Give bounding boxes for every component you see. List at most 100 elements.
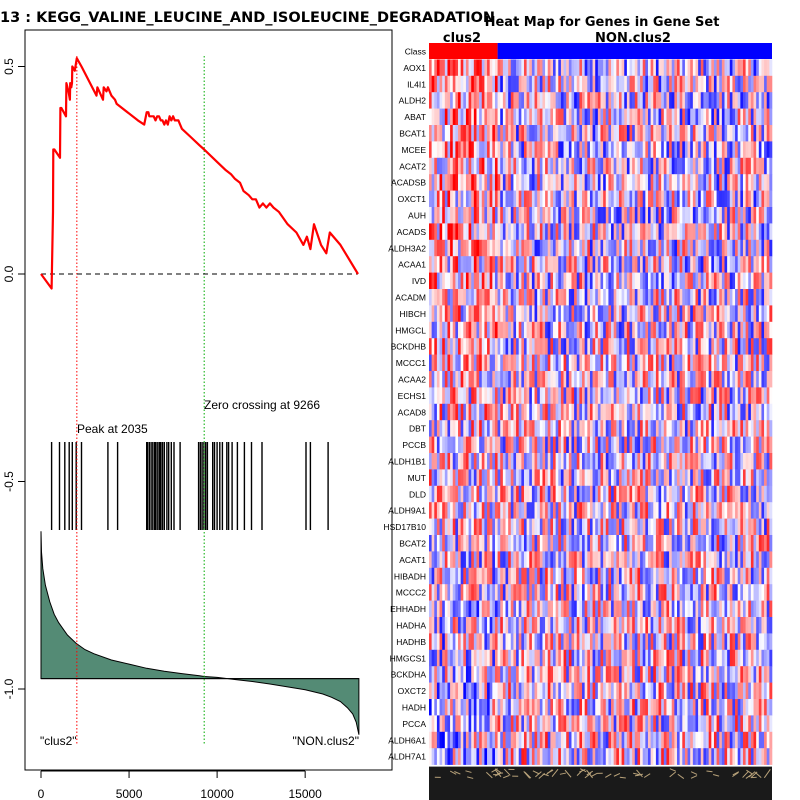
heatmap-cell	[558, 535, 562, 552]
heatmap-cell	[613, 551, 617, 569]
heatmap-cell	[761, 469, 765, 487]
heatmap-cell	[476, 321, 480, 339]
heatmap-cell	[471, 272, 475, 290]
heatmap-cell	[584, 272, 588, 290]
heatmap-cell	[510, 174, 514, 191]
heatmap-cell	[444, 108, 448, 126]
heatmap-cell	[692, 600, 696, 618]
heatmap-cell	[497, 485, 501, 503]
heatmap-cell	[748, 289, 752, 306]
heatmap-cell	[624, 256, 628, 273]
heatmap-cell	[560, 518, 564, 536]
heatmap-cell	[658, 108, 662, 126]
heatmap-cell	[724, 239, 728, 257]
heatmap-cell	[706, 190, 709, 208]
heatmap-cell	[682, 59, 686, 77]
heatmap-cell	[692, 256, 696, 273]
heatmap-cell	[721, 600, 725, 618]
heatmap-cell	[729, 190, 733, 208]
heatmap-cell	[592, 502, 596, 519]
heatmap-cell	[634, 600, 638, 618]
heatmap-cell	[587, 485, 591, 503]
heatmap-cell	[663, 387, 667, 405]
heatmap-cell	[582, 321, 585, 339]
heatmap-cell	[769, 92, 773, 109]
heatmap-cell	[679, 141, 683, 159]
heatmap-cell	[682, 387, 686, 405]
heatmap-cell	[618, 125, 622, 142]
heatmap-cell	[647, 190, 651, 208]
heatmap-cell	[566, 666, 570, 683]
heatmap-cell	[716, 420, 720, 437]
heatmap-cell	[682, 207, 686, 224]
heatmap-cell	[537, 321, 541, 339]
heatmap-cell	[764, 108, 768, 126]
heatmap-cell	[618, 584, 622, 601]
heatmap-cell	[703, 223, 707, 241]
heatmap-cell	[766, 436, 770, 454]
heatmap-row-label: OXCT1	[398, 194, 427, 204]
heatmap-cell	[766, 567, 770, 585]
heatmap-cell	[542, 108, 546, 126]
heatmap-cell	[447, 535, 451, 552]
heatmap-cell	[724, 354, 728, 372]
heatmap-cell	[542, 387, 546, 405]
heatmap-cell	[698, 108, 702, 126]
heatmap-cell	[444, 141, 448, 159]
heatmap-cell	[692, 535, 696, 552]
heatmap-cell	[455, 453, 459, 470]
heatmap-cell	[560, 223, 564, 241]
heatmap-cell	[513, 436, 517, 454]
heatmap-cell	[579, 256, 583, 273]
heatmap-cell	[624, 387, 628, 405]
heatmap-cell	[674, 92, 678, 109]
heatmap-cell	[655, 125, 659, 142]
heatmap-cell	[450, 305, 454, 323]
heatmap-cell	[708, 305, 712, 323]
heatmap-cell	[539, 633, 543, 651]
heatmap-cell	[761, 174, 765, 191]
x-tick-label: 5000	[116, 787, 143, 800]
heatmap-cell	[655, 420, 659, 437]
heatmap-cell	[489, 518, 493, 536]
heatmap-cell	[476, 157, 480, 175]
heatmap-cell	[671, 125, 675, 142]
heatmap-cell	[640, 485, 644, 503]
heatmap-cell	[721, 223, 725, 241]
heatmap-cell	[750, 617, 754, 634]
heatmap-cell	[663, 567, 667, 585]
heatmap-cell	[479, 371, 483, 388]
heatmap-cell	[611, 371, 614, 388]
heatmap-cell	[661, 338, 665, 355]
heatmap-row-label: ALDH6A1	[388, 735, 426, 745]
heatmap-cell	[473, 666, 477, 683]
heatmap-cell	[603, 157, 607, 175]
heatmap-cell	[510, 190, 514, 208]
heatmap-cell	[732, 551, 736, 569]
heatmap-cell	[626, 190, 630, 208]
heatmap-cell	[690, 59, 694, 77]
heatmap-cell	[576, 551, 580, 569]
heatmap-cell	[597, 354, 601, 372]
heatmap-cell	[574, 305, 578, 323]
heatmap-cell	[497, 403, 501, 421]
heatmap-cell	[637, 289, 641, 306]
heatmap-cell	[592, 141, 596, 159]
heatmap-cell	[542, 141, 546, 159]
heatmap-cell	[637, 535, 641, 552]
heatmap-cell	[732, 567, 736, 585]
heatmap-cell	[510, 92, 514, 109]
heatmap-cell	[750, 633, 754, 651]
heatmap-cell	[698, 387, 702, 405]
heatmap-cell	[521, 305, 525, 323]
heatmap-cell	[584, 141, 588, 159]
heatmap-cell	[492, 567, 496, 585]
heatmap-cell	[545, 584, 549, 601]
heatmap-cell	[640, 567, 644, 585]
heatmap-cell	[713, 157, 717, 175]
heatmap-cell	[521, 338, 525, 355]
heatmap-cell	[584, 518, 588, 536]
heatmap-cell	[595, 75, 599, 93]
heatmap-cell	[640, 190, 644, 208]
heatmap-cell	[452, 649, 456, 667]
